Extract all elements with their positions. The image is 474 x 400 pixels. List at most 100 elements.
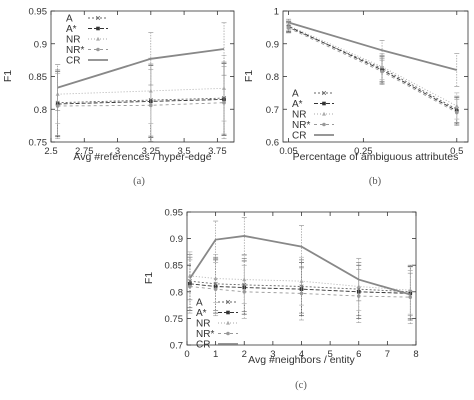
data-point-nrstar — [454, 110, 459, 115]
series-line-cr — [288, 21, 458, 71]
legend-marker-nr — [96, 36, 100, 41]
x-tick-label: 3.75 — [208, 146, 227, 157]
x-tick-label: 8 — [413, 349, 418, 360]
chart-panel-3: 0.7 0.75 0.8 0.85 0.9 0.95 0 1 2 3 4 5 6 7 8 Avg #neigh… — [143, 208, 419, 392]
x-tick-label: 1 — [213, 349, 218, 360]
x-tick-label: 7 — [385, 349, 390, 360]
legend-label-astar: A* — [66, 24, 77, 35]
y-tick-label: 0.75 — [165, 314, 184, 325]
x-tick-label: 0.25 — [354, 146, 373, 157]
series-astar — [55, 63, 227, 138]
data-point-nrstar — [286, 26, 291, 30]
x-axis-label: Avg #references / hyper-edge — [73, 151, 211, 163]
legend-marker-nrstar — [322, 122, 326, 127]
legend-marker-a — [95, 15, 101, 21]
data-point-nrstar — [55, 104, 60, 108]
legend-marker-astar — [322, 101, 326, 106]
series-line-cr — [57, 48, 225, 89]
series-nr — [55, 55, 227, 124]
plot-frame — [50, 10, 235, 143]
y-tick-label: 0.95 — [165, 208, 184, 219]
x-tick-label: 0 — [184, 349, 189, 360]
series-cr — [187, 217, 413, 317]
legend-marker-astar — [96, 26, 100, 31]
legend-label-nrstar: NR* — [292, 120, 310, 131]
series-nrstar — [286, 22, 460, 126]
y-tick-label: 0.85 — [165, 261, 184, 272]
y-tick-label: 0.9 — [34, 39, 47, 50]
y-tick-label: 0.95 — [29, 7, 48, 18]
series-nrstar — [187, 259, 413, 325]
legend-marker-nrstar — [226, 331, 230, 336]
series-cr — [55, 22, 227, 111]
legend-marker-nr — [322, 111, 326, 116]
series-line-astar — [288, 25, 458, 112]
legend-label-a: A — [66, 14, 73, 25]
series-line-nr — [189, 275, 411, 291]
x-tick-label: 2.75 — [75, 146, 94, 157]
series-line-cr — [189, 235, 411, 296]
data-point-nr — [380, 64, 385, 69]
y-tick-label: 0.8 — [170, 287, 183, 298]
series-nr — [187, 251, 413, 315]
legend-label-nr: NR — [196, 319, 210, 330]
x-tick-label: 0.5 — [450, 146, 463, 157]
legend-marker-nr — [226, 320, 230, 325]
series-a — [55, 61, 227, 137]
data-point-nrstar — [299, 291, 304, 296]
series-line-nrstar — [288, 27, 458, 113]
data-point-nrstar — [356, 294, 361, 298]
y-axis-label: F1 — [243, 70, 255, 82]
data-point-nrstar — [242, 290, 247, 294]
data-point-nrstar — [408, 295, 413, 299]
legend-label-a: A — [196, 298, 203, 309]
x-tick-label: 5 — [327, 349, 332, 360]
x-axis-label: Avg #neighbors / entity — [248, 354, 355, 366]
plot-frame — [282, 10, 469, 143]
series-nrstar — [55, 66, 227, 142]
series-astar — [286, 21, 460, 125]
y-tick-label: 1 — [274, 7, 279, 18]
x-tick-label: 2.5 — [44, 146, 57, 157]
legend-marker-a — [321, 90, 327, 96]
legend-label-nrstar: NR* — [66, 45, 84, 56]
panel-caption: (c) — [295, 380, 307, 391]
series-nr — [286, 20, 460, 120]
legend-label-a: A — [292, 89, 299, 100]
y-tick-label: 0.9 — [266, 39, 279, 50]
y-tick-label: 0.6 — [266, 138, 279, 149]
series-cr — [286, 18, 460, 87]
legend-label-nrstar: NR* — [196, 329, 214, 340]
data-point-nr — [148, 88, 153, 93]
legend-label-cr: CR — [196, 340, 210, 351]
y-tick-label: 0.7 — [170, 341, 183, 352]
legend-label-cr: CR — [292, 131, 306, 142]
data-point-nrstar — [222, 100, 226, 105]
data-point-nrstar — [380, 69, 384, 74]
series-line-nr — [57, 87, 225, 95]
data-point-nrstar — [213, 287, 218, 291]
x-tick-label: 3.25 — [142, 146, 161, 157]
panel-caption: (b) — [369, 176, 382, 187]
panel-caption: (a) — [133, 176, 145, 187]
y-tick-label: 0.8 — [266, 72, 279, 83]
legend-marker-nrstar — [96, 47, 100, 52]
x-tick-label: 3.5 — [177, 146, 190, 157]
x-tick-label: 3 — [270, 349, 275, 360]
legend-marker-a — [225, 299, 231, 305]
y-tick-label: 0.85 — [29, 72, 48, 83]
data-point-astar — [213, 284, 218, 289]
y-tick-label: 0.8 — [34, 105, 47, 116]
data-point-nr — [222, 86, 227, 90]
legend-label-nr: NR — [292, 110, 306, 121]
legend-label-nr: NR — [66, 35, 80, 46]
y-axis-label: F1 — [2, 70, 14, 82]
data-point-nrstar — [188, 284, 192, 289]
x-axis-label: Percentage of ambiguous attributes — [293, 151, 459, 163]
series-line-nrstar — [57, 102, 225, 107]
data-point-nr — [213, 276, 218, 281]
legend-label-astar: A* — [292, 99, 303, 110]
